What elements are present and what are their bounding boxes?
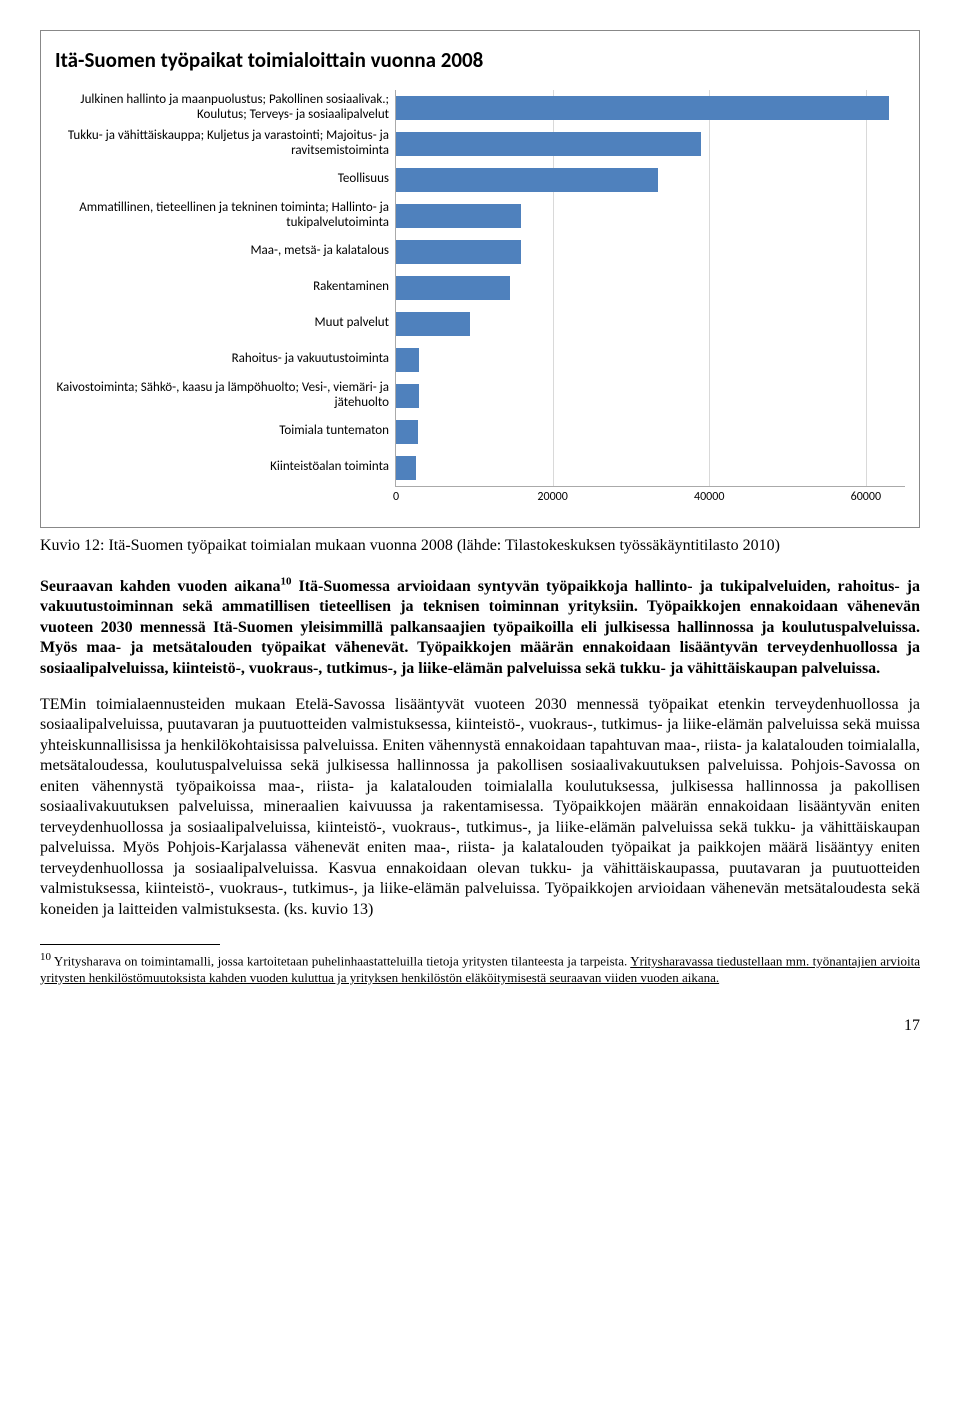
chart-bar: [396, 132, 701, 156]
chart-category-label: Kiinteistöalan toiminta: [55, 450, 395, 486]
chart-bar-row: [396, 234, 905, 270]
chart-category-label: Tukku- ja vähittäiskauppa; Kuljetus ja v…: [55, 126, 395, 162]
chart-bar: [396, 204, 521, 228]
chart-bar: [396, 312, 470, 336]
footnote: 10 Yritysharava on toimintamalli, jossa …: [40, 951, 920, 986]
chart-x-axis: 0 20000 40000 60000: [396, 488, 905, 506]
chart-category-label: Rakentaminen: [55, 270, 395, 306]
chart-bar: [396, 276, 510, 300]
p1-bold-a: Seuraavan kahden vuoden aikana: [40, 578, 281, 595]
footnote-separator: [40, 944, 220, 945]
chart-title: Itä-Suomen työpaikat toimialoittain vuon…: [55, 47, 905, 74]
chart-bar-row: [396, 414, 905, 450]
chart-x-tick: 40000: [694, 490, 724, 505]
chart-bar: [396, 384, 419, 408]
chart-container: Itä-Suomen työpaikat toimialoittain vuon…: [40, 30, 920, 528]
chart-bar: [396, 456, 416, 480]
chart-bar-row: [396, 270, 905, 306]
chart-plot-area: 0200004000060000: [395, 90, 905, 487]
chart-bar-row: [396, 378, 905, 414]
chart-bar-row: [396, 306, 905, 342]
paragraph-2: TEMin toimialaennusteiden mukaan Etelä-S…: [40, 695, 920, 920]
chart-bar-row: [396, 90, 905, 126]
chart-y-labels: Julkinen hallinto ja maanpuolustus; Pako…: [55, 90, 395, 509]
figure-caption: Kuvio 12: Itä-Suomen työpaikat toimialan…: [40, 536, 920, 556]
chart-bar-row: [396, 126, 905, 162]
chart-bar: [396, 240, 521, 264]
chart-bar: [396, 168, 658, 192]
footnote-ref: 10: [281, 575, 292, 587]
chart-bar-row: [396, 162, 905, 198]
chart-category-label: Rahoitus- ja vakuutustoiminta: [55, 342, 395, 378]
chart-category-label: Kaivostoiminta; Sähkö-, kaasu ja lämpöhu…: [55, 378, 395, 414]
paragraph-1: Seuraavan kahden vuoden aikana10 Itä-Suo…: [40, 574, 920, 679]
chart-x-tick: 0: [393, 490, 399, 505]
chart-body: Julkinen hallinto ja maanpuolustus; Pako…: [55, 90, 905, 509]
chart-category-label: Muut palvelut: [55, 306, 395, 342]
chart-x-tick: 20000: [537, 490, 567, 505]
chart-bar: [396, 420, 418, 444]
footnote-text: Yritysharava on toimintamalli, jossa kar…: [51, 954, 630, 969]
chart-bar: [396, 96, 889, 120]
footnote-num: 10: [40, 951, 51, 963]
chart-category-label: Teollisuus: [55, 162, 395, 198]
chart-bar-row: [396, 450, 905, 486]
chart-category-label: Toimiala tuntematon: [55, 414, 395, 450]
chart-bar-row: [396, 342, 905, 378]
chart-category-label: Julkinen hallinto ja maanpuolustus; Pako…: [55, 90, 395, 126]
chart-category-label: Maa-, metsä- ja kalatalous: [55, 234, 395, 270]
chart-bar: [396, 348, 419, 372]
chart-bar-row: [396, 198, 905, 234]
chart-category-label: Ammatillinen, tieteellinen ja tekninen t…: [55, 198, 395, 234]
chart-x-tick: 60000: [851, 490, 881, 505]
page-number: 17: [40, 1016, 920, 1036]
